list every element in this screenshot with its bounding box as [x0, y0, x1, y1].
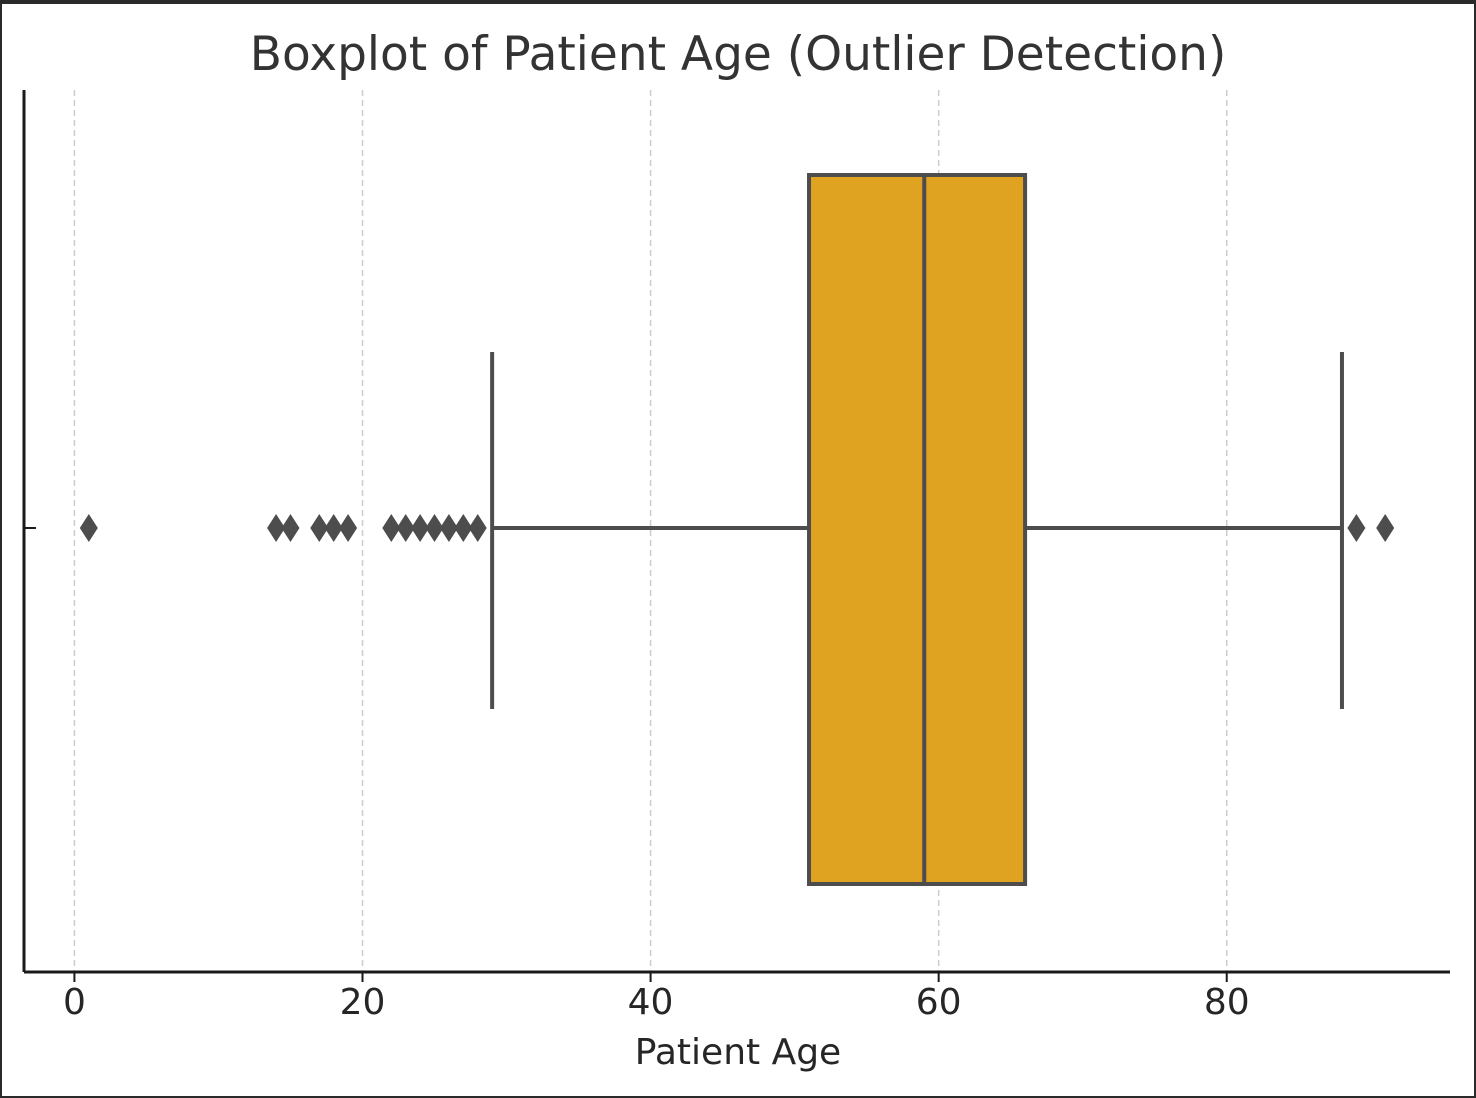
outlier-point — [468, 514, 487, 542]
outlier-point — [267, 514, 286, 542]
chart-title: Boxplot of Patient Age (Outlier Detectio… — [250, 27, 1227, 82]
outlier-point — [1376, 514, 1395, 542]
x-tick-label: 40 — [628, 982, 674, 1023]
outlier-point — [339, 514, 358, 542]
x-ticks: 0 20 40 60 80 — [63, 972, 1250, 1023]
outlier-point — [1347, 514, 1366, 542]
x-tick-label: 20 — [340, 982, 386, 1023]
x-axis-label: Patient Age — [635, 1032, 841, 1073]
plot-area — [79, 173, 1395, 886]
axes — [22, 90, 1450, 974]
outlier-point — [454, 514, 473, 542]
outlier-point — [396, 514, 415, 542]
grid-lines — [73, 90, 1228, 972]
x-tick-label: 0 — [63, 982, 86, 1023]
outlier-point — [79, 514, 98, 542]
iqr-box — [807, 173, 1028, 886]
boxplot-chart: Boxplot of Patient Age (Outlier Detectio… — [22, 27, 1450, 1073]
outlier-point — [411, 514, 430, 542]
outlier-point — [439, 514, 458, 542]
outlier-point — [324, 514, 343, 542]
outlier-point — [382, 514, 401, 542]
x-tick-label: 60 — [916, 982, 962, 1023]
outlier-point — [310, 514, 329, 542]
x-tick-label: 80 — [1204, 982, 1250, 1023]
outlier-point — [425, 514, 444, 542]
outlier-point — [281, 514, 300, 542]
